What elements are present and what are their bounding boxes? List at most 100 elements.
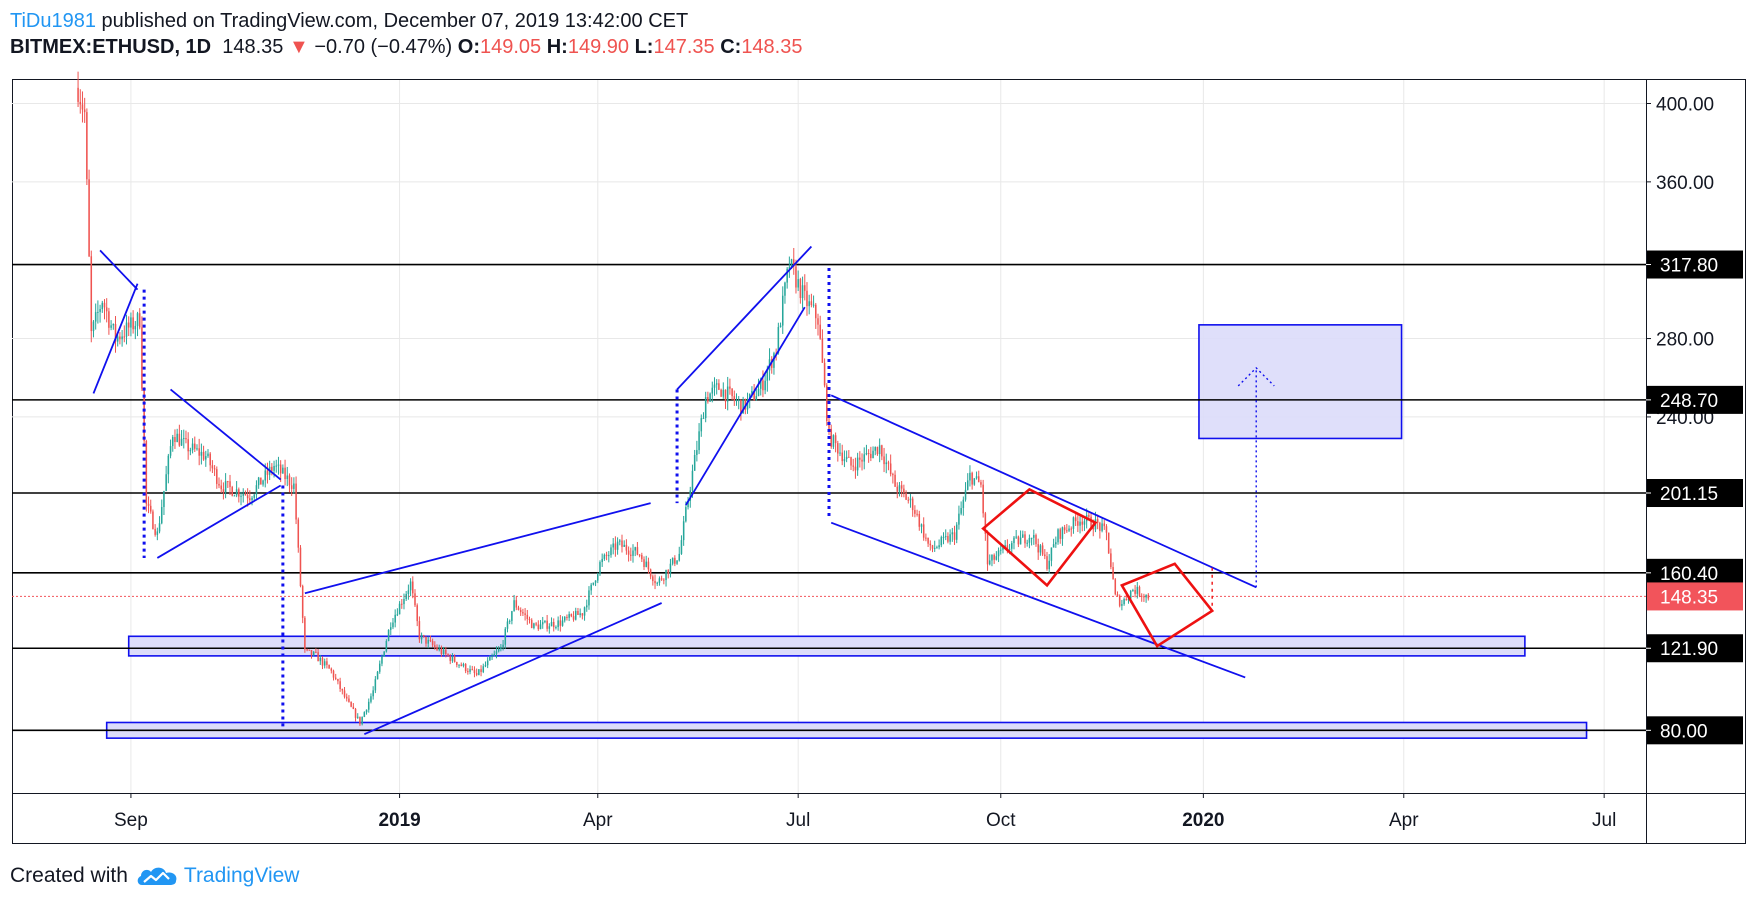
candle-body: [308, 649, 311, 651]
candle-body: [889, 463, 892, 475]
candle-body: [742, 399, 744, 414]
candle-body: [804, 285, 806, 291]
candle-body: [290, 485, 293, 489]
candle-body: [326, 661, 328, 665]
candle-body: [394, 614, 396, 623]
candle-body: [1147, 594, 1150, 599]
time-tick-label: Jul: [786, 810, 810, 831]
author-link[interactable]: TiDu1981: [10, 10, 96, 32]
candle-body: [301, 586, 304, 618]
candle-body: [1046, 556, 1048, 570]
candle-body: [108, 311, 110, 328]
symbol-label[interactable]: BITMEX:ETHUSD, 1D: [10, 36, 212, 58]
ohlc-line: BITMEX:ETHUSD, 1D 148.35 ▼ −0.70 (−0.47%…: [10, 34, 802, 60]
candle-body: [808, 301, 810, 307]
candle-body: [1070, 528, 1073, 530]
candle-body: [94, 312, 97, 322]
candle-body: [317, 652, 319, 662]
candle-body: [806, 290, 808, 307]
candle-body: [1041, 545, 1044, 555]
chart-frame: [12, 79, 1746, 844]
candle-body: [103, 302, 106, 308]
candle-body: [125, 322, 128, 337]
candle-body: [163, 490, 165, 508]
candle-body: [149, 505, 152, 512]
trendline: [169, 388, 282, 481]
candle-body: [218, 483, 220, 486]
candle-body: [843, 459, 846, 462]
candle-body: [154, 528, 156, 535]
candle-body: [594, 580, 597, 583]
candle-body: [773, 353, 775, 368]
tradingview-brand[interactable]: TradingView: [183, 864, 300, 887]
candle-body: [458, 664, 460, 666]
price-tick-label: 400.00: [1656, 95, 1714, 116]
candle-body: [588, 590, 590, 606]
candle-body: [1057, 529, 1059, 543]
time-axis[interactable]: Sep 2019 Apr Jul Oct 2020 Apr Jul: [114, 793, 1616, 831]
candle-body: [460, 664, 463, 666]
candle-body: [984, 513, 987, 534]
candle-body: [865, 453, 868, 455]
candle-body: [856, 457, 859, 471]
candle-body: [1008, 548, 1011, 550]
candle-body: [319, 657, 322, 662]
candle-body: [478, 669, 480, 675]
trendline: [156, 484, 282, 559]
candle-body: [97, 311, 99, 313]
candle-body: [502, 644, 504, 647]
candle-body: [345, 696, 348, 699]
down-arrow-icon: ▼: [288, 36, 309, 58]
candle-body: [145, 440, 148, 504]
candle-body: [826, 385, 828, 421]
candle-body: [491, 656, 493, 658]
candle-body: [350, 701, 352, 707]
candle-body: [423, 635, 425, 637]
time-tick-label: Apr: [583, 810, 613, 831]
candle-body: [1143, 596, 1145, 598]
level-price-badge: [1647, 716, 1743, 745]
candle-body: [605, 554, 608, 556]
candle-body: [938, 545, 940, 548]
candle-body: [544, 620, 546, 623]
candle-body: [271, 466, 273, 471]
candle-body: [209, 453, 211, 466]
candle-body: [500, 646, 502, 650]
candle-body: [955, 524, 958, 540]
level-price-label: 317.80: [1660, 256, 1718, 277]
candle-body: [143, 388, 145, 441]
candle-body: [685, 507, 687, 522]
candle-body: [980, 482, 982, 485]
time-tick-label: Oct: [986, 810, 1016, 831]
candle-body: [1083, 521, 1086, 525]
candle-body: [597, 574, 599, 581]
candle-body: [746, 399, 749, 410]
candle-body: [585, 605, 588, 608]
level-price-badge: [1647, 479, 1743, 508]
candle-body: [348, 698, 350, 702]
chart-header: TiDu1981 published on TradingView.com, D…: [10, 8, 802, 60]
candle-body: [781, 295, 784, 326]
candle-body: [200, 451, 203, 456]
candle-body: [227, 481, 229, 483]
candle-body: [167, 455, 170, 475]
candle-body: [114, 324, 117, 342]
candle-body: [1048, 560, 1050, 570]
candle-body: [630, 554, 632, 556]
price-axis[interactable]: 400.00360.00280.00240.00317.80248.70201.…: [1646, 95, 1743, 745]
candle-body: [407, 590, 410, 595]
candle-body: [533, 623, 535, 629]
candle-body: [207, 453, 209, 457]
candle-body: [638, 554, 641, 556]
candle-body: [467, 671, 469, 673]
candle-body: [116, 336, 119, 342]
candle-body: [171, 437, 174, 447]
candle-body: [295, 483, 297, 520]
candle-body: [464, 664, 467, 672]
trendline: [830, 521, 1246, 679]
candle-body: [927, 537, 929, 544]
candle-body: [156, 531, 159, 535]
drawings-layer: [92, 245, 1275, 736]
candle-body: [676, 560, 678, 564]
